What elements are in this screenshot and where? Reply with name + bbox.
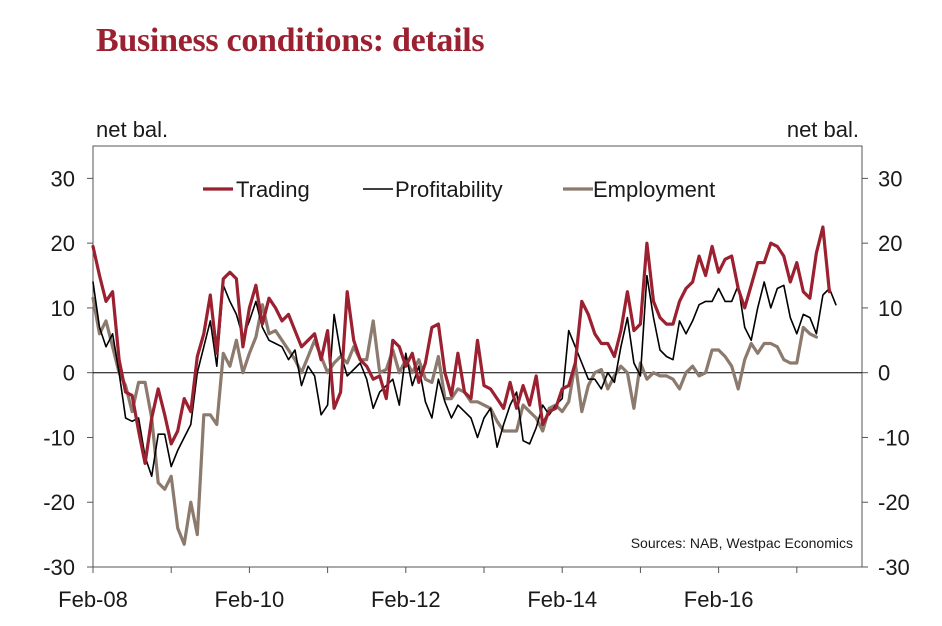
series-line-employment xyxy=(91,296,819,546)
series-line-trading xyxy=(91,225,832,465)
legend-label-profitability: Profitability xyxy=(395,177,503,202)
y-tick-label-right: 20 xyxy=(878,231,902,256)
y-tick-label-left: -10 xyxy=(43,425,75,450)
y-tick-label-right: -30 xyxy=(878,555,910,580)
y-tick-label-left: -30 xyxy=(43,555,75,580)
y-tick-label-right: 10 xyxy=(878,296,902,321)
y-tick-label-right: 30 xyxy=(878,166,902,191)
series-line-profitability xyxy=(92,274,837,478)
x-tick-label: Feb-16 xyxy=(684,587,754,612)
y-tick-label-right: 0 xyxy=(878,361,890,386)
x-tick-label: Feb-08 xyxy=(58,587,128,612)
chart-title: Business conditions: details xyxy=(96,22,485,59)
y-tick-label-left: 20 xyxy=(51,231,75,256)
x-tick-label: Feb-14 xyxy=(527,587,597,612)
x-tick-label: Feb-12 xyxy=(371,587,441,612)
y-tick-label-right: -10 xyxy=(878,425,910,450)
y-tick-label-left: -20 xyxy=(43,490,75,515)
legend-label-trading: Trading xyxy=(236,177,310,202)
x-tick-label: Feb-10 xyxy=(215,587,285,612)
source-note: Sources: NAB, Westpac Economics xyxy=(631,535,853,551)
y-axis-label-left: net bal. xyxy=(96,117,168,142)
y-tick-label-left: 10 xyxy=(51,296,75,321)
y-tick-label-right: -20 xyxy=(878,490,910,515)
y-tick-label-left: 0 xyxy=(63,361,75,386)
legend-label-employment: Employment xyxy=(593,177,715,202)
y-axis-label-right: net bal. xyxy=(787,117,859,142)
y-tick-label-left: 30 xyxy=(51,166,75,191)
plot-area xyxy=(92,145,863,568)
